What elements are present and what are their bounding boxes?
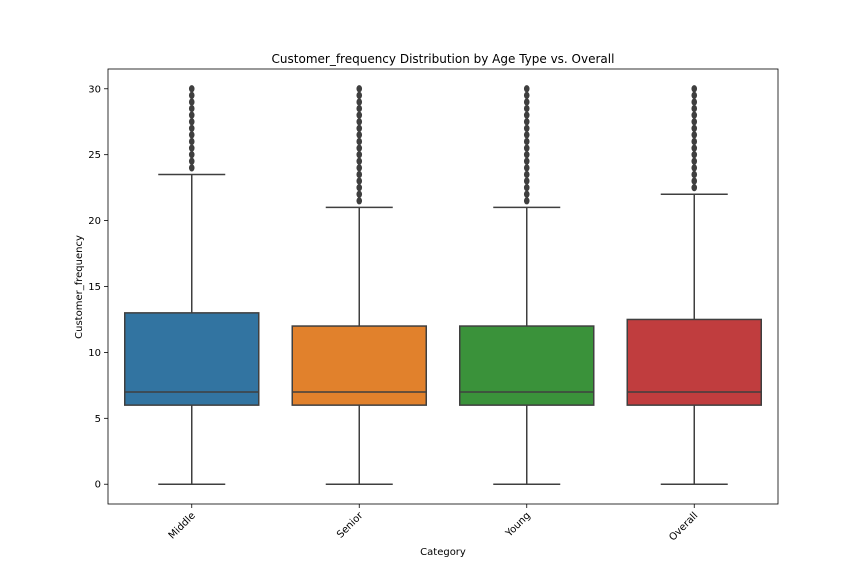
outlier-point	[356, 170, 363, 179]
iqr-box	[626, 318, 762, 406]
x-tick-label: Senior	[335, 510, 366, 541]
outlier-point	[356, 111, 363, 119]
outlier-point	[188, 111, 195, 119]
outlier-point	[356, 151, 363, 159]
y-axis-label: Customer_frequency	[74, 235, 85, 339]
outlier-point	[188, 85, 195, 93]
outlier-point	[356, 124, 363, 132]
x-tick-label: Overall	[667, 510, 700, 543]
outlier-point	[691, 177, 698, 185]
outlier-point	[188, 91, 195, 99]
outlier-point	[523, 151, 530, 159]
box-group-middle	[124, 85, 260, 485]
outlier-point	[188, 164, 195, 172]
outlier-point	[523, 177, 530, 185]
chart-title: Customer_frequency Distribution by Age T…	[272, 52, 615, 66]
outlier-point	[356, 157, 363, 165]
outlier-point	[523, 190, 530, 198]
outlier-point	[356, 118, 363, 126]
outlier-point	[356, 184, 363, 192]
outlier-point	[523, 98, 530, 106]
outlier-point	[356, 104, 363, 113]
y-tick-label: 0	[95, 480, 101, 491]
outlier-point	[523, 104, 530, 113]
outlier-point	[691, 98, 698, 106]
outlier-point	[691, 137, 698, 146]
outlier-point	[691, 157, 698, 165]
plot-frame	[107, 68, 779, 505]
outlier-point	[356, 177, 363, 185]
outlier-point	[691, 184, 698, 192]
outlier-point	[691, 85, 698, 93]
box-group-young	[459, 85, 595, 485]
y-tick-label: 20	[88, 216, 101, 227]
outlier-point	[188, 131, 195, 139]
outlier-point	[188, 137, 195, 146]
outlier-point	[523, 131, 530, 139]
iqr-box	[459, 325, 595, 406]
outlier-point	[691, 111, 698, 119]
outlier-point	[356, 190, 363, 198]
y-tick-label: 30	[88, 84, 101, 95]
outlier-point	[188, 124, 195, 132]
y-tick-label: 5	[95, 414, 101, 425]
box-group-overall	[626, 85, 762, 485]
outlier-point	[188, 144, 195, 152]
outlier-point	[188, 118, 195, 126]
outlier-point	[188, 151, 195, 159]
outlier-point	[356, 144, 363, 152]
outlier-point	[356, 85, 363, 93]
outlier-point	[356, 164, 363, 172]
box-group-senior	[291, 85, 427, 485]
outlier-point	[188, 157, 195, 165]
outlier-point	[691, 104, 698, 113]
outlier-point	[523, 91, 530, 99]
outlier-point	[356, 197, 363, 205]
outlier-point	[523, 184, 530, 192]
outlier-point	[523, 124, 530, 132]
outlier-point	[523, 85, 530, 93]
outlier-point	[691, 144, 698, 152]
iqr-box	[291, 325, 427, 406]
outlier-point	[188, 104, 195, 113]
outlier-point	[691, 151, 698, 159]
x-axis-label: Category	[420, 547, 466, 558]
y-tick-label: 10	[88, 348, 101, 359]
outlier-point	[356, 91, 363, 99]
y-tick-label: 25	[88, 150, 101, 161]
y-tick-label: 15	[88, 282, 101, 293]
outlier-point	[691, 118, 698, 126]
outlier-point	[691, 131, 698, 139]
outlier-point	[356, 131, 363, 139]
outlier-point	[523, 157, 530, 165]
outlier-point	[523, 164, 530, 172]
x-tick-label: Young	[503, 510, 533, 540]
outlier-point	[356, 98, 363, 106]
outlier-point	[356, 137, 363, 146]
outlier-point	[691, 91, 698, 99]
x-tick-label: Middle	[167, 510, 198, 541]
outlier-point	[188, 98, 195, 106]
outlier-point	[523, 118, 530, 126]
outlier-point	[691, 164, 698, 172]
outlier-point	[523, 137, 530, 146]
outlier-point	[523, 144, 530, 152]
plot-area	[124, 85, 762, 485]
outlier-point	[691, 170, 698, 179]
iqr-box	[124, 312, 260, 406]
outlier-point	[691, 124, 698, 132]
outlier-point	[523, 170, 530, 179]
outlier-point	[523, 197, 530, 205]
outlier-point	[523, 111, 530, 119]
